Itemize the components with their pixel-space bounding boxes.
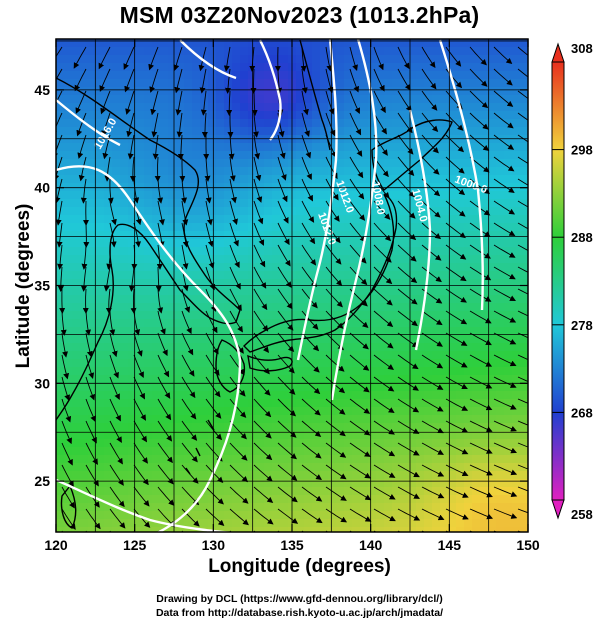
colorbar-ticks: 308 298 288 278 268 258 <box>552 41 593 522</box>
colorbar-top-arrow <box>551 42 565 63</box>
y-tick-label: 25 <box>34 473 50 489</box>
y-axis-title: Latitude (degrees) <box>13 203 34 369</box>
colorbar-label: 268 <box>571 405 593 420</box>
y-tick-label: 45 <box>34 82 50 98</box>
x-axis-ticks: 120 125 130 135 140 145 150 <box>44 39 540 553</box>
x-tick-label: 140 <box>359 537 383 553</box>
x-axis-title: Longitude (degrees) <box>208 556 391 577</box>
colorbar-gradient <box>551 61 565 501</box>
colorbar-label: 258 <box>571 507 593 522</box>
x-tick-label: 120 <box>44 537 68 553</box>
page-title: MSM 03Z20Nov2023 (1013.2hPa) <box>119 2 480 28</box>
credit-data: Data from http://database.rish.kyoto-u.a… <box>155 607 444 619</box>
y-tick-label: 30 <box>34 375 50 391</box>
contour-label: 1008.0 <box>369 180 387 215</box>
temperature-field <box>56 39 528 532</box>
y-tick-label: 35 <box>34 278 50 294</box>
x-tick-label: 130 <box>202 537 226 553</box>
credit-drawing: Drawing by DCL (https://www.gfd-dennou.o… <box>156 593 443 605</box>
y-tick-label: 40 <box>34 180 50 196</box>
colorbar-label: 288 <box>571 230 593 245</box>
colorbar-label: 278 <box>571 318 593 333</box>
x-tick-label: 150 <box>516 537 540 553</box>
isobar-contours <box>56 39 484 532</box>
credits: Drawing by DCL (https://www.gfd-dennou.o… <box>0 592 599 620</box>
y-axis-ticks: 25 30 35 40 45 <box>34 82 528 489</box>
x-tick-label: 135 <box>280 537 304 553</box>
lat-lon-grid <box>56 39 528 532</box>
colorbar: 308 298 288 278 268 258 <box>551 41 593 522</box>
colorbar-label: 298 <box>571 143 593 158</box>
x-tick-label: 125 <box>123 537 147 553</box>
colorbar-label: 308 <box>571 41 593 56</box>
colorbar-bottom-arrow <box>551 499 565 520</box>
map-plot-area: 1012.0 1008.0 1004.0 1000.0 1012.0 1016.… <box>56 39 528 532</box>
wind-streamlines <box>56 46 528 532</box>
x-tick-label: 145 <box>438 537 462 553</box>
